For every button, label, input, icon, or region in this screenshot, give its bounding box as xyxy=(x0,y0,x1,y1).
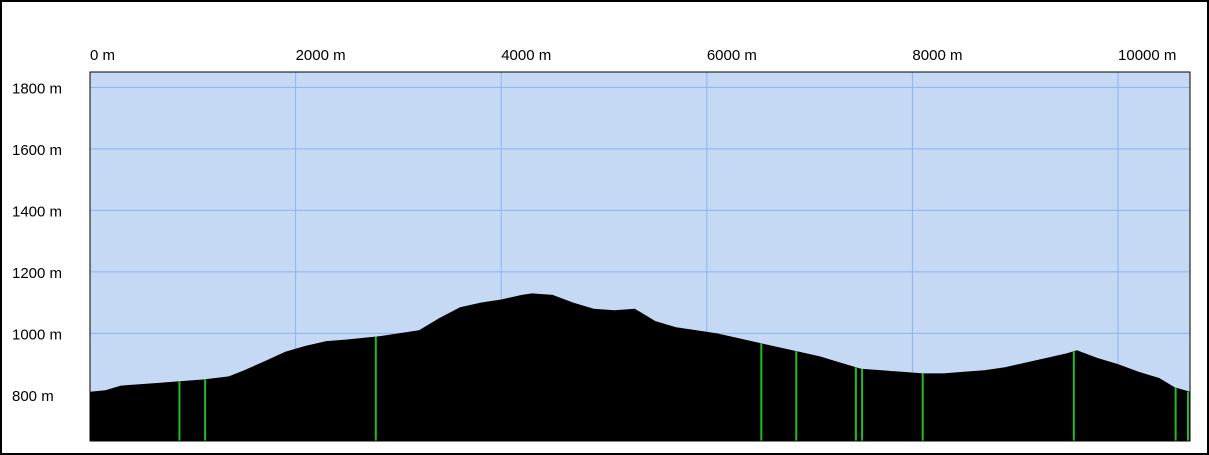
x-tick-label: 8000 m xyxy=(912,47,962,64)
grid xyxy=(90,72,1190,441)
waypoint-markers xyxy=(178,336,1189,441)
x-axis-ticks: 0 m 2000 m 4000 m 6000 m 8000 m 10000 m xyxy=(90,47,1176,64)
y-tick-label: 1200 m xyxy=(12,265,62,282)
x-tick-label: 10000 m xyxy=(1118,47,1176,64)
y-axis-ticks: 800 m 1000 m 1200 m 1400 m 1600 m 1800 m xyxy=(12,80,62,405)
y-tick-label: 1400 m xyxy=(12,203,62,220)
terrain-area xyxy=(90,293,1190,441)
y-tick-label: 1800 m xyxy=(12,80,62,97)
y-tick-label: 1600 m xyxy=(12,142,62,159)
x-tick-label: 0 m xyxy=(90,47,115,64)
terrain-profile-layer xyxy=(90,293,1190,441)
plot-border xyxy=(89,71,1191,442)
x-tick-label: 4000 m xyxy=(501,47,551,64)
y-tick-label: 1000 m xyxy=(12,326,62,343)
y-tick-label: 800 m xyxy=(12,388,54,405)
x-tick-label: 6000 m xyxy=(707,47,757,64)
x-tick-label: 2000 m xyxy=(296,47,346,64)
